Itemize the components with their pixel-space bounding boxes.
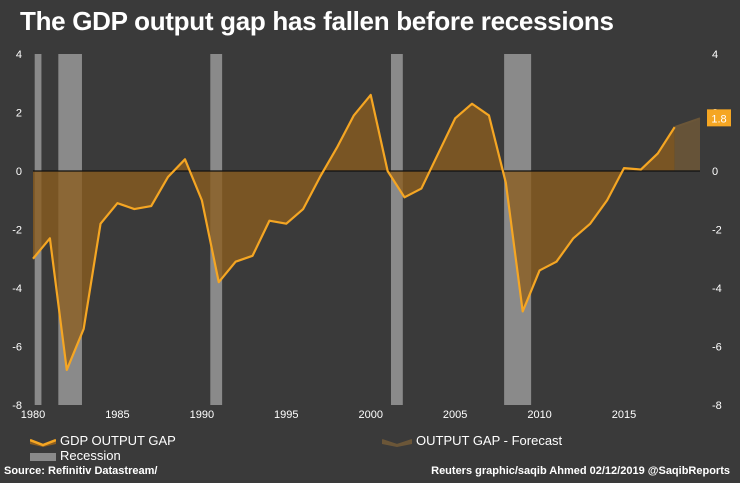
- gdp-gap-point-1996: [302, 208, 304, 210]
- gdp-gap-point-2000: [370, 94, 372, 96]
- gdp-gap-point-2010: [539, 269, 541, 271]
- legend-gdp: GDP OUTPUT GAP: [30, 433, 176, 448]
- gdp-gap-point-1988: [167, 176, 169, 178]
- legend-recession-swatch: [30, 452, 56, 461]
- forecast-badge-label: 1.8: [711, 113, 726, 125]
- x-tick-1985: 1985: [105, 409, 129, 421]
- gdp-gap-point-1994: [268, 220, 270, 222]
- legend-forecast-swatch: [382, 438, 412, 447]
- gdp-gap-point-1999: [353, 114, 355, 116]
- gdp-gap-point-2008: [505, 182, 507, 184]
- recession-band-3: [390, 54, 403, 405]
- gdp-gap-point-1984: [100, 223, 102, 225]
- gdp-gap-point-1990: [201, 199, 203, 201]
- gdp-gap-point-2016: [640, 169, 642, 171]
- gdp-gap-point-1983: [83, 328, 85, 330]
- y-tick-right--8: -8: [712, 400, 722, 412]
- legend-forecast: OUTPUT GAP - Forecast: [382, 433, 562, 448]
- gdp-gap-point-2004: [437, 152, 439, 154]
- credit-note: Reuters graphic/saqib Ahmed 02/12/2019 @…: [431, 465, 730, 477]
- y-tick-right-4: 4: [712, 49, 718, 61]
- forecast-badge: [707, 109, 731, 127]
- gdp-gap-point-1997: [319, 176, 321, 178]
- legend-gdp-label: GDP OUTPUT GAP: [60, 433, 176, 448]
- x-tick-2000: 2000: [358, 409, 382, 421]
- gdp-gap-point-2002: [403, 196, 405, 198]
- gdp-gap-line: [32, 93, 676, 371]
- gdp-gap-point-1986: [133, 208, 135, 210]
- x-tick-2010: 2010: [527, 409, 551, 421]
- y-tick-left-0: 0: [16, 166, 22, 178]
- gdp-gap-point-2009: [522, 310, 524, 312]
- y-tick-right--4: -4: [712, 283, 722, 295]
- gdp-gap-point-2006: [471, 103, 473, 105]
- forecast-area: [674, 118, 700, 171]
- legend-recession: Recession: [30, 448, 121, 463]
- gdp-gap-point-1989: [184, 158, 186, 160]
- gdp-gap-point-2012: [572, 237, 574, 239]
- x-tick-2015: 2015: [612, 409, 636, 421]
- forecast-line: [674, 117, 701, 129]
- y-tick-left--2: -2: [12, 225, 22, 237]
- gdp-gap-point-1998: [336, 147, 338, 149]
- gdp-gap-point-1981: [49, 237, 51, 239]
- gdp-gap-point-2014: [606, 199, 608, 201]
- gdp-gap-point-2013: [589, 223, 591, 225]
- source-note: Source: Refinitiv Datastream/: [4, 465, 158, 477]
- gdp-gap-point-1993: [252, 255, 254, 257]
- y-tick-right-0: 0: [712, 166, 718, 178]
- gdp-gap-point-1991: [218, 281, 220, 283]
- gdp-gap-point-1987: [150, 205, 152, 207]
- y-tick-left-2: 2: [16, 108, 22, 120]
- gdp-gap-point-2003: [420, 188, 422, 190]
- gdp-gap-area: [33, 94, 675, 370]
- gdp-gap-point-2011: [555, 261, 557, 263]
- gdp-gap-point-2017: [657, 152, 659, 154]
- gdp-gap-point-2001: [387, 170, 389, 172]
- gdp-gap-point-2015: [623, 167, 625, 169]
- legend-recession-label: Recession: [60, 448, 121, 463]
- gdp-gap-point-1992: [235, 261, 237, 263]
- x-tick-1995: 1995: [274, 409, 298, 421]
- gdp-gap-point-1980: [32, 258, 34, 260]
- gdp-gap-point-1995: [285, 223, 287, 225]
- gdp-gap-point-2007: [488, 114, 490, 116]
- x-tick-1990: 1990: [190, 409, 214, 421]
- chart-title: The GDP output gap has fallen before rec…: [20, 6, 614, 36]
- y-tick-right--2: -2: [712, 225, 722, 237]
- y-tick-right--6: -6: [712, 342, 722, 354]
- gdp-gap-point-1985: [116, 202, 118, 204]
- x-tick-2005: 2005: [443, 409, 467, 421]
- y-tick-left--6: -6: [12, 342, 22, 354]
- legend-forecast-label: OUTPUT GAP - Forecast: [416, 433, 563, 448]
- gdp-gap-point-2005: [454, 117, 456, 119]
- legend-gdp-swatch: [30, 438, 56, 447]
- gdp-gap-point-1982: [66, 369, 68, 371]
- y-tick-left--4: -4: [12, 283, 22, 295]
- y-tick-left--8: -8: [12, 400, 22, 412]
- y-tick-left-4: 4: [16, 49, 22, 61]
- gdp-gap-point-2018: [674, 126, 676, 128]
- x-tick-1980: 1980: [21, 409, 45, 421]
